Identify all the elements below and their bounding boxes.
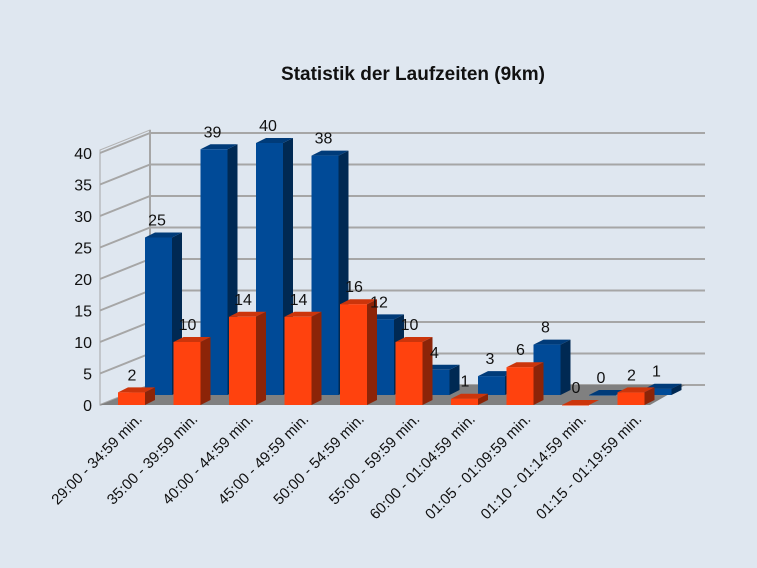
y-tick-label: 0 bbox=[83, 398, 92, 415]
y-tick-label: 10 bbox=[74, 335, 92, 352]
bar-side bbox=[533, 362, 544, 405]
bar-series-2 bbox=[617, 387, 655, 405]
bar-side bbox=[422, 337, 433, 405]
bar-front bbox=[451, 398, 478, 405]
data-label-series-1: 0 bbox=[597, 370, 606, 387]
bar-series-2 bbox=[173, 337, 211, 405]
bar-top bbox=[589, 390, 626, 395]
bar-side bbox=[200, 337, 211, 405]
bar-top bbox=[256, 138, 293, 143]
data-label-series-1: 4 bbox=[430, 345, 439, 362]
bar-side bbox=[256, 311, 266, 405]
bar-top bbox=[617, 387, 655, 393]
bar-front bbox=[589, 395, 616, 396]
bar-series-1 bbox=[589, 390, 626, 396]
bar-front bbox=[173, 342, 201, 405]
bar-front bbox=[229, 316, 256, 405]
bar-side bbox=[671, 383, 682, 395]
gridline-side bbox=[99, 132, 151, 154]
bar-side bbox=[367, 299, 377, 405]
data-label-series-1: 8 bbox=[541, 320, 550, 337]
data-label-series-2: 1 bbox=[461, 374, 470, 391]
bar-series-2 bbox=[284, 311, 322, 405]
y-tick-label: 25 bbox=[74, 241, 92, 258]
bar-front bbox=[284, 316, 312, 405]
data-label-series-2: 2 bbox=[128, 367, 137, 384]
bar-front bbox=[145, 237, 172, 395]
data-label-series-2: 10 bbox=[179, 317, 197, 334]
data-label-series-1: 25 bbox=[148, 213, 166, 230]
data-label-series-1: 1 bbox=[652, 364, 661, 381]
bar-top bbox=[562, 400, 599, 405]
y-tick-label: 35 bbox=[74, 178, 92, 195]
data-label-series-1: 39 bbox=[204, 124, 222, 141]
y-tick-label: 20 bbox=[74, 272, 92, 289]
bar-series-2 bbox=[395, 337, 433, 405]
bar-front bbox=[562, 405, 589, 406]
data-label-series-2: 10 bbox=[401, 317, 419, 334]
bar-top bbox=[284, 311, 322, 317]
bar-top bbox=[200, 144, 238, 150]
data-label-series-2: 6 bbox=[516, 342, 525, 359]
chart-title: Statistik der Laufzeiten (9km) bbox=[281, 64, 545, 85]
bar-front bbox=[118, 392, 145, 405]
data-label-series-2: 14 bbox=[290, 292, 308, 309]
bar-front bbox=[478, 376, 505, 395]
gridline-side bbox=[99, 258, 151, 280]
bar-top bbox=[145, 232, 182, 238]
bar-front bbox=[644, 388, 672, 395]
gridline-side bbox=[99, 226, 151, 249]
bar-series-2 bbox=[562, 400, 599, 406]
y-tick-label: 5 bbox=[83, 367, 92, 384]
bar-series-2 bbox=[451, 393, 488, 405]
bar-front bbox=[617, 392, 645, 405]
data-label-series-1: 40 bbox=[259, 118, 277, 135]
bar-series-2 bbox=[118, 387, 155, 405]
data-label-series-2: 14 bbox=[234, 292, 252, 309]
bar-series-1 bbox=[533, 339, 571, 395]
data-label-series-1: 12 bbox=[370, 294, 388, 311]
bar-front bbox=[340, 304, 367, 405]
bar-series-2 bbox=[506, 362, 544, 405]
data-label-series-1: 3 bbox=[486, 351, 495, 368]
data-label-series-2: 16 bbox=[345, 279, 363, 296]
data-label-series-2: 0 bbox=[572, 380, 581, 397]
bar-side bbox=[560, 339, 571, 395]
bar-side bbox=[311, 311, 322, 405]
bar-top bbox=[173, 337, 211, 342]
bar-top bbox=[118, 387, 155, 393]
gridline-side bbox=[99, 321, 151, 343]
bar-side bbox=[449, 364, 460, 395]
bar-top bbox=[395, 337, 433, 342]
bar-top bbox=[311, 150, 349, 156]
gridline-side bbox=[99, 289, 151, 312]
bar-top bbox=[229, 311, 266, 317]
bar-series-2 bbox=[229, 311, 266, 405]
bar-side bbox=[478, 393, 488, 405]
bar-top bbox=[506, 362, 544, 368]
bar-side bbox=[644, 387, 655, 405]
bar-top bbox=[533, 339, 571, 345]
y-tick-label: 40 bbox=[74, 146, 92, 163]
y-tick-label: 30 bbox=[74, 209, 92, 226]
gridline-side bbox=[99, 195, 151, 217]
data-label-series-2: 2 bbox=[627, 367, 636, 384]
bar-side bbox=[145, 387, 155, 405]
data-label-series-1: 38 bbox=[315, 131, 333, 148]
bar-front bbox=[506, 367, 534, 405]
y-tick-label: 15 bbox=[74, 304, 92, 321]
gridline-side bbox=[99, 352, 151, 375]
bar-front bbox=[395, 342, 423, 405]
bar-top bbox=[451, 393, 488, 399]
gridline-side bbox=[99, 163, 151, 186]
bar-top bbox=[340, 299, 377, 305]
bar-top bbox=[478, 371, 515, 377]
bar-series-2 bbox=[340, 299, 377, 405]
